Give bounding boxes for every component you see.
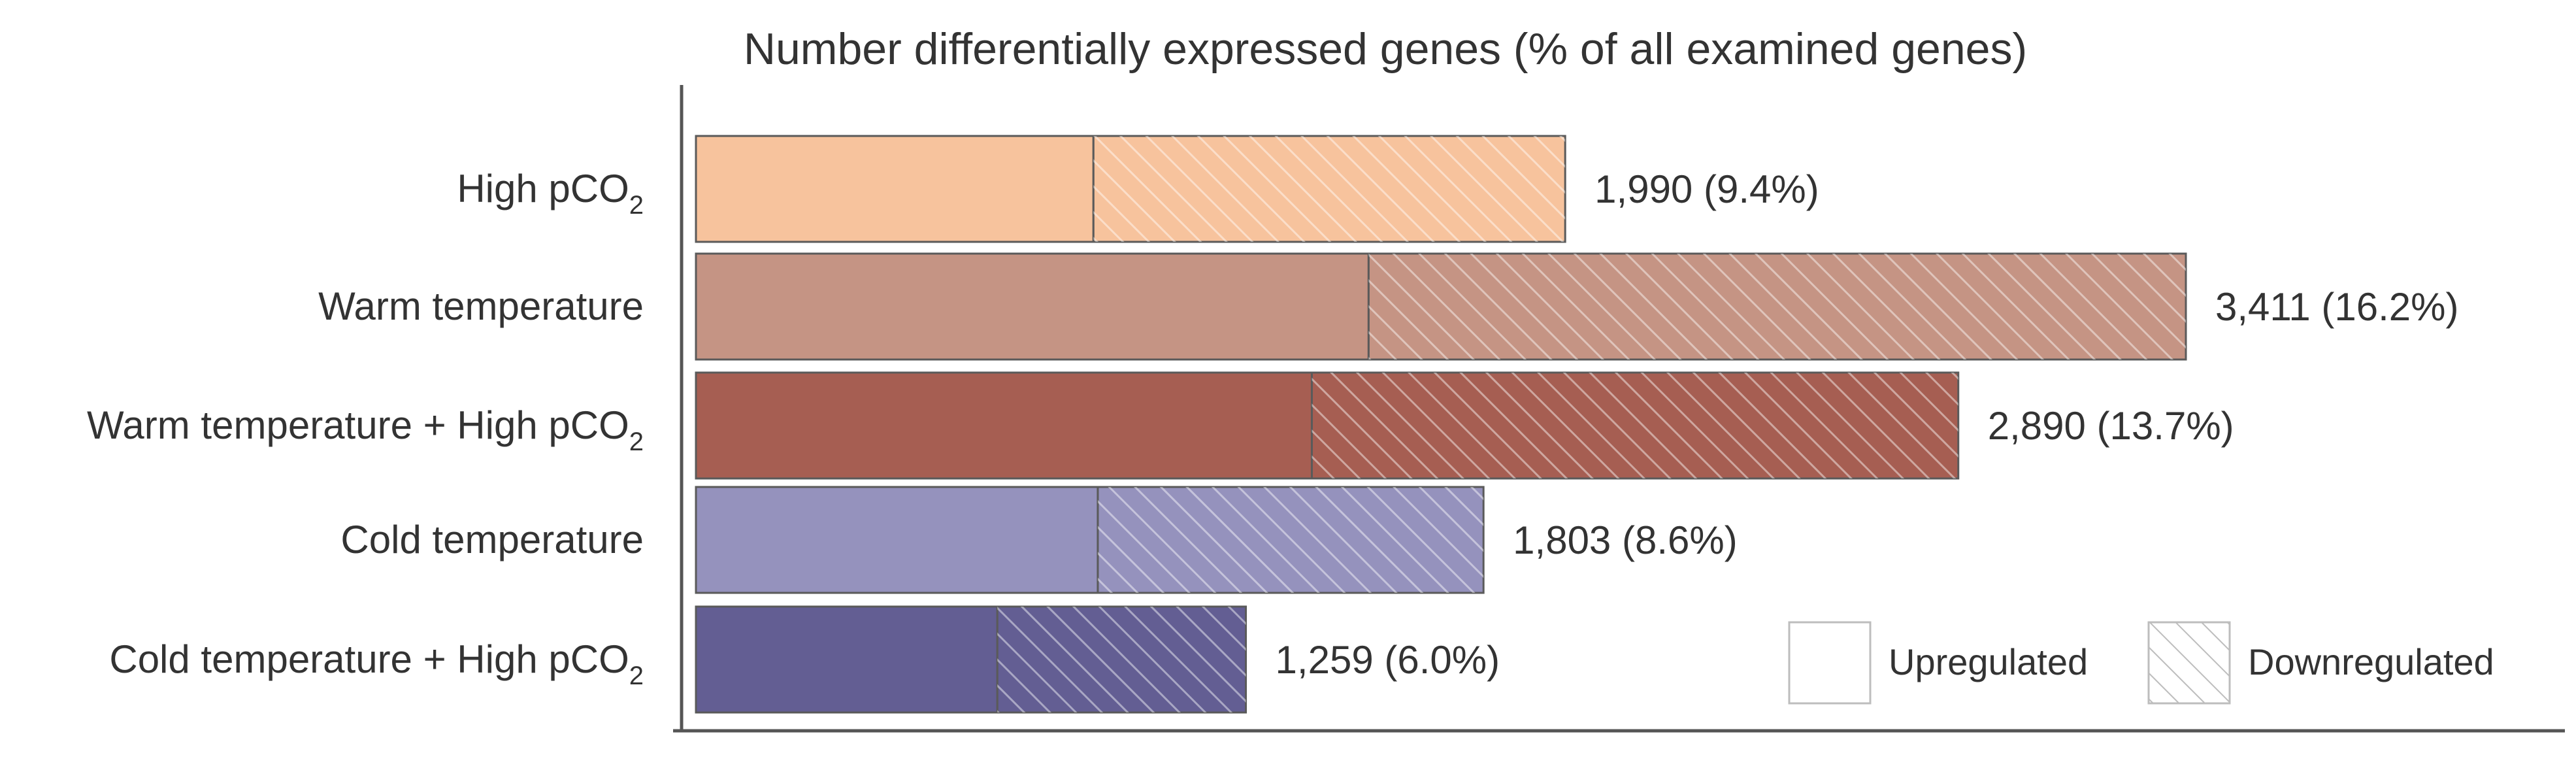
bar-upregulated: [695, 486, 1099, 594]
category-label: Cold temperature + High pCO2: [109, 637, 644, 690]
bar-value-label: 1,990 (9.4%): [1594, 167, 1819, 211]
legend-swatch-upregulated: [1788, 621, 1872, 705]
category-label: Warm temperature: [318, 284, 644, 328]
bar-value-label: 2,890 (13.7%): [1988, 404, 2234, 448]
bar-downregulated-hatch: [1368, 254, 2186, 360]
category-label: High pCO2: [457, 167, 644, 220]
bar-downregulated-hatch: [997, 607, 1246, 712]
bar-downregulated-hatch: [1097, 487, 1484, 593]
bars-layer: [695, 135, 2187, 714]
bar-upregulated: [695, 605, 999, 714]
labels-layer: 1,990 (9.4%) High pCO2 3,411 (16.2%) Warm t…: [87, 167, 2458, 690]
bar-downregulated-hatch: [1312, 373, 1958, 478]
bar-value-label: 1,803 (8.6%): [1513, 518, 1738, 562]
bar-value-label: 3,411 (16.2%): [2215, 285, 2458, 329]
legend: Upregulated Downregulated: [1788, 621, 2494, 705]
legend-label-upregulated: Upregulated: [1889, 641, 2088, 682]
category-label: Cold temperature: [340, 518, 644, 561]
bar-upregulated: [695, 252, 1370, 361]
bar-downregulated-hatch: [1093, 136, 1566, 242]
legend-swatch-downregulated: [2147, 621, 2231, 705]
category-label: Warm temperature + High pCO2: [87, 403, 644, 456]
bar-upregulated: [695, 135, 1095, 243]
bar-value-label: 1,259 (6.0%): [1276, 638, 1500, 682]
legend-label-downregulated: Downregulated: [2248, 641, 2494, 682]
bar-upregulated: [695, 371, 1313, 480]
chart-title: Number differentially expressed genes (%…: [744, 24, 2027, 74]
